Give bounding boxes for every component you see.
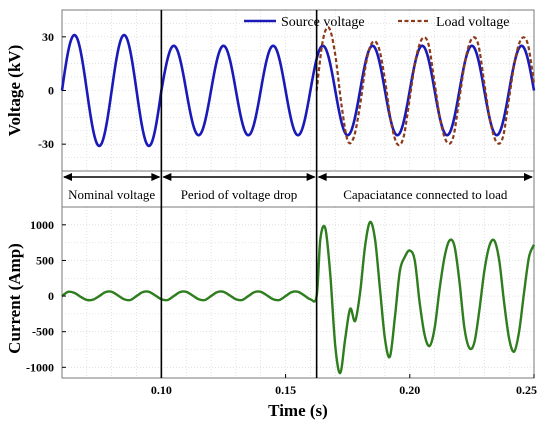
region-label: Period of voltage drop (181, 187, 298, 202)
region-label: Nominal voltage (68, 187, 155, 202)
voltage-panel-frame (61, 9, 535, 172)
series-group (60, 26, 536, 375)
region-arrow-head-left (162, 173, 172, 181)
x-tick-label: 0.20 (399, 383, 420, 397)
region-arrow-head-right (151, 173, 161, 181)
region-arrow-head-left (63, 173, 72, 181)
region-arrow-head-right (524, 173, 533, 181)
x-tick-label: 0.15 (275, 383, 296, 397)
current-panel-frame (61, 206, 535, 379)
x-axis-label: Time (s) (268, 401, 328, 420)
current-y-tick-label: 0 (48, 289, 54, 303)
legend-label-load-voltage: Load voltage (436, 15, 509, 30)
legend-label-source-voltage: Source voltage (281, 15, 365, 30)
voltage-y-tick-label: 0 (48, 84, 54, 98)
current-y-tick-label: 500 (36, 253, 54, 267)
x-tick-label: 0.25 (516, 383, 537, 397)
axis-labels: Voltage (kV) Current (Amp) Time (s) (5, 45, 328, 420)
voltage-y-tick-label: -30 (38, 137, 54, 151)
regions-band: Nominal voltage Period of voltage drop Cap… (63, 10, 533, 378)
current-y-tick-label: -1000 (26, 360, 54, 374)
current-y-axis-label: Current (Amp) (5, 243, 24, 354)
voltage-y-tick-label: 30 (42, 30, 54, 44)
current-y-tick-label: 1000 (30, 218, 54, 232)
legend: Source voltage Load voltage (244, 15, 509, 30)
region-arrow-head-left (317, 173, 327, 181)
region-label: Capaciatance connected to load (343, 187, 508, 202)
voltage-y-axis-label: Voltage (kV) (5, 45, 24, 136)
x-tick-label: 0.10 (151, 383, 172, 397)
load-voltage-line (315, 26, 536, 147)
source-voltage-line (60, 33, 536, 148)
current-y-tick-label: -500 (32, 325, 54, 339)
grid-lines (62, 9, 535, 378)
region-arrow-head-right (306, 173, 316, 181)
current-line (61, 220, 536, 375)
tick-labels: 30 0 -30 1000 500 0 -500 -1000 0.10 0.15 0.20 0.25 (26, 30, 537, 397)
